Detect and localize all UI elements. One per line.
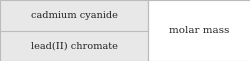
Bar [0, 0, 148, 30]
Text: lead(II) chromate: lead(II) chromate [30, 41, 117, 50]
Bar [0, 0, 148, 61]
Text: molar mass: molar mass [169, 26, 229, 35]
Bar [0, 30, 148, 61]
Text: cadmium cyanide: cadmium cyanide [30, 11, 117, 20]
